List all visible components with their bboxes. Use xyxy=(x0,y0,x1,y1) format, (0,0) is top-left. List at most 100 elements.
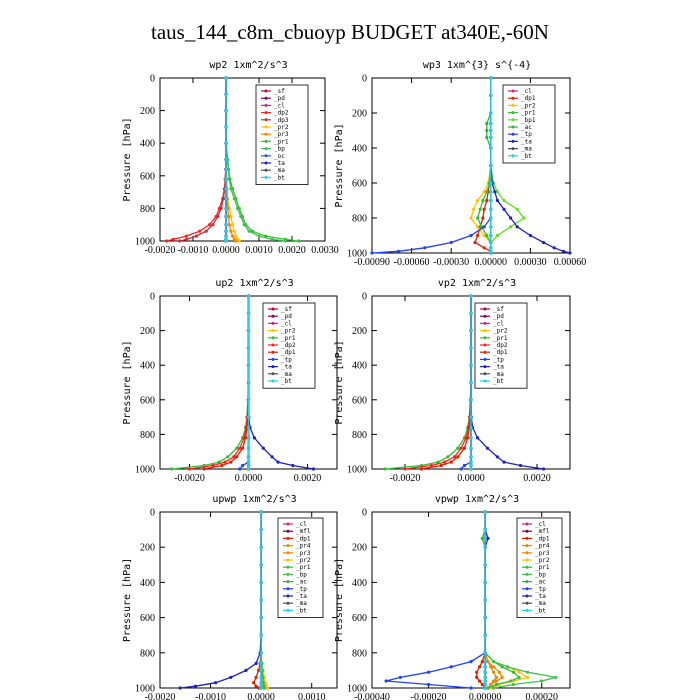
data-point xyxy=(489,225,493,229)
data-point xyxy=(224,229,228,233)
data-point xyxy=(427,670,431,674)
data-point xyxy=(211,223,215,227)
x-tick-label: -0.00060 xyxy=(394,257,430,268)
data-point xyxy=(265,686,269,690)
data-point xyxy=(165,239,169,243)
data-point xyxy=(224,177,228,181)
legend-marker xyxy=(271,379,275,383)
legend-marker xyxy=(286,580,290,584)
figure-title: taus_144_c8m_cbuoyp BUDGET at340E,-60N xyxy=(151,20,549,44)
data-point xyxy=(419,467,424,471)
data-point xyxy=(226,455,230,459)
legend-entry: _bt xyxy=(281,378,292,385)
x-tick-label: 0.00020 xyxy=(525,692,558,700)
data-point xyxy=(246,436,251,440)
legend-marker xyxy=(271,307,275,311)
legend: _sf_pd_cl_pr2_pr1_dp2_dp1_tp_ta_ma_bt xyxy=(474,302,528,389)
data-point xyxy=(469,455,473,459)
data-point xyxy=(486,686,490,690)
y-tick-label: 600 xyxy=(352,395,367,406)
data-point xyxy=(472,207,476,211)
data-point xyxy=(502,207,506,211)
legend-marker xyxy=(483,365,487,369)
data-point xyxy=(528,233,533,238)
y-tick-label: 1000 xyxy=(347,684,367,695)
series-dp3 xyxy=(178,76,228,243)
legend-marker xyxy=(483,307,487,311)
series-line xyxy=(180,512,262,689)
data-point xyxy=(202,467,206,471)
data-point xyxy=(469,329,473,333)
legend-entry: _dp2 xyxy=(281,342,296,349)
data-point xyxy=(246,460,251,464)
legend-entry: _dp1 xyxy=(535,535,550,542)
data-point xyxy=(259,616,263,620)
x-tick-label: -0.0020 xyxy=(174,473,205,484)
legend: _cl_mfl_dp1_pr4_pr3_pr2_pr1_bp_ac_tp_ta_… xyxy=(277,517,324,618)
legend-marker xyxy=(511,132,515,136)
x-tick-label: 0.0000 xyxy=(457,473,485,484)
panel-title: wp3 1xm^{3} s^{-4} xyxy=(423,60,531,71)
y-tick-label: 600 xyxy=(140,613,155,624)
series-dp2 xyxy=(403,294,473,471)
data-point xyxy=(517,670,521,674)
panel-title: wp2 1xm^2/s^3 xyxy=(209,60,287,71)
data-point xyxy=(489,190,493,194)
series-pr1 xyxy=(383,294,473,471)
y-tick-label: 400 xyxy=(352,361,367,372)
legend-marker xyxy=(483,372,487,376)
data-point xyxy=(244,668,248,673)
legend-marker xyxy=(264,154,268,158)
data-point xyxy=(552,246,556,250)
data-point xyxy=(224,187,228,191)
data-point xyxy=(224,234,228,238)
data-point xyxy=(515,225,519,229)
data-point xyxy=(262,686,266,690)
legend-entry: _dp3 xyxy=(274,117,289,124)
data-point xyxy=(497,670,501,674)
series-ta xyxy=(178,510,263,690)
data-point xyxy=(427,682,431,687)
y-tick-label: 800 xyxy=(352,214,367,225)
legend-entry: _ma xyxy=(535,600,546,607)
data-point xyxy=(485,233,489,238)
legend-entry: _bt xyxy=(274,174,285,181)
x-tick-label: -0.0020 xyxy=(390,473,421,484)
data-point xyxy=(436,460,440,464)
data-point xyxy=(483,563,487,567)
data-point xyxy=(234,234,238,238)
data-point xyxy=(276,460,280,464)
x-tick-label: -0.0020 xyxy=(145,245,176,256)
legend-marker xyxy=(264,139,268,143)
legend-entry: _cl xyxy=(521,88,532,95)
data-point xyxy=(489,111,493,115)
legend-entry: _bp1 xyxy=(521,117,536,124)
legend-marker xyxy=(525,587,529,591)
legend-entry: _dp1 xyxy=(493,349,508,356)
data-point xyxy=(500,675,504,680)
data-point xyxy=(483,528,487,532)
legend-box xyxy=(502,84,556,164)
legend-marker xyxy=(264,96,268,100)
data-point xyxy=(224,206,228,210)
y-tick-label: 800 xyxy=(140,430,155,441)
data-point xyxy=(483,598,487,602)
data-point xyxy=(506,665,510,669)
data-point xyxy=(261,446,265,450)
data-point xyxy=(489,135,493,140)
legend-marker xyxy=(271,314,275,318)
y-tick-label: 200 xyxy=(140,326,155,337)
series-bt xyxy=(469,294,473,471)
data-point xyxy=(459,467,463,471)
y-axis-label: Pressure [hPa] xyxy=(122,340,133,424)
panel-vp2: vp2 1xm^2/s^3 Pressure [hPa] 0 200 400 600 800… xyxy=(334,278,571,484)
data-point xyxy=(469,467,473,471)
legend-entry: _pd xyxy=(274,95,285,102)
legend-marker xyxy=(271,329,275,333)
data-point xyxy=(483,633,487,637)
legend-entry: _tp xyxy=(281,356,292,363)
data-point xyxy=(231,223,235,227)
legend-marker xyxy=(483,321,487,325)
legend-marker xyxy=(286,594,290,598)
panel-title: up2 1xm^2/s^3 xyxy=(215,278,293,289)
